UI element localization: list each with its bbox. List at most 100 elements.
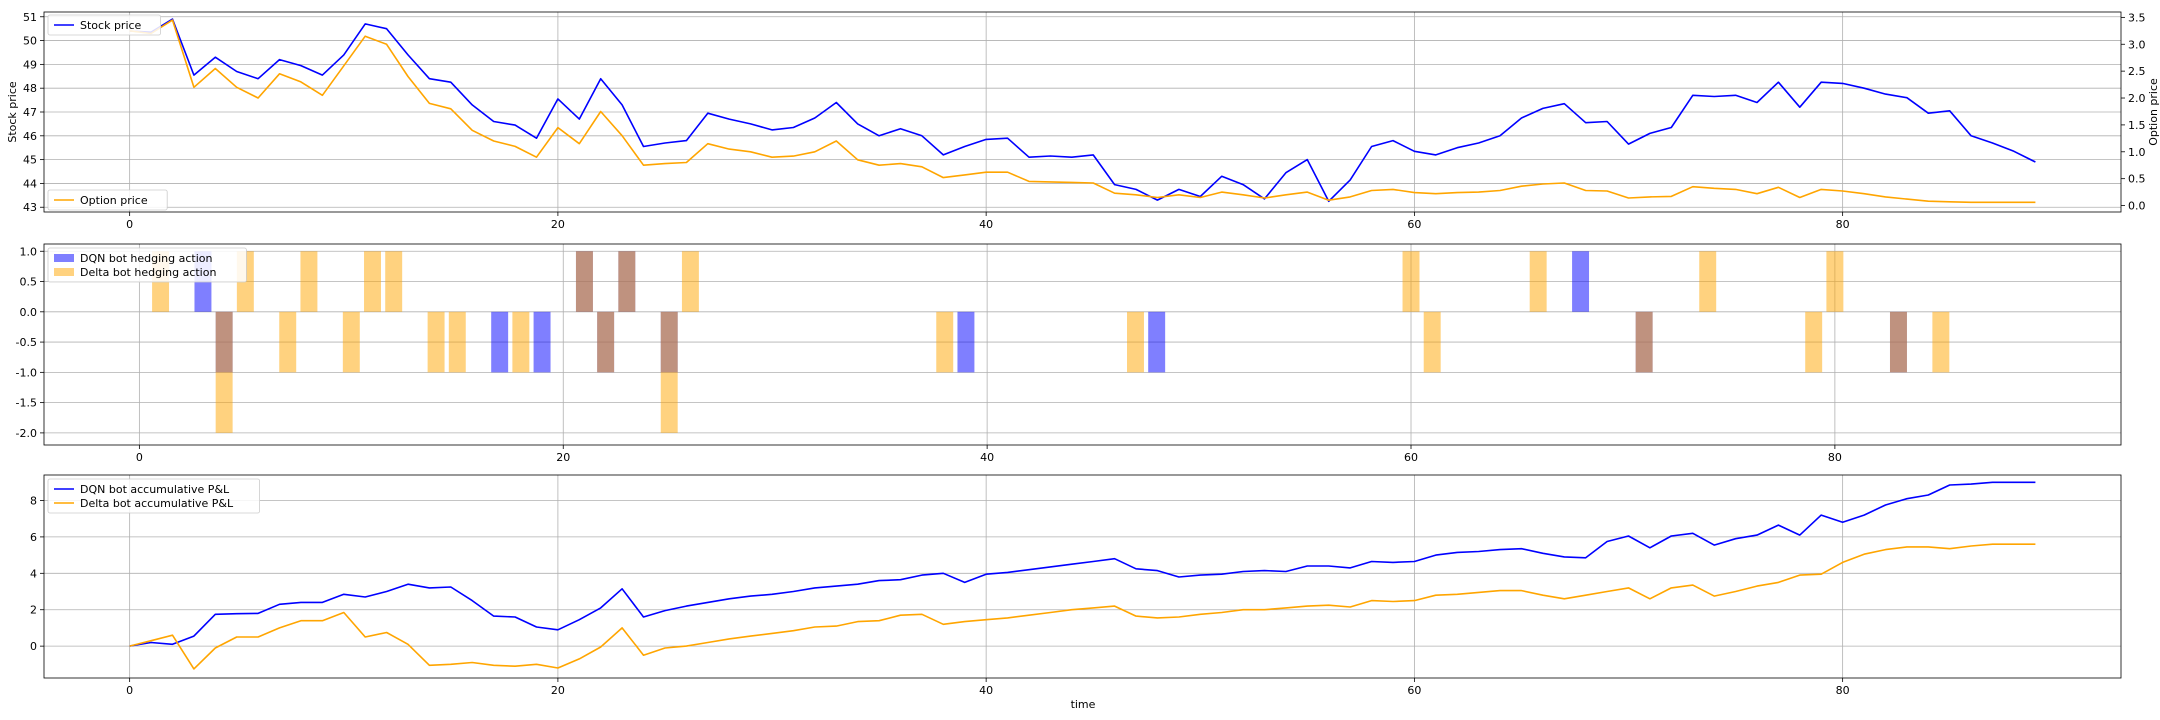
bar-delta-bot-hedging-action xyxy=(936,311,954,373)
bar-delta-bot-hedging-action xyxy=(342,311,360,373)
axes-frame xyxy=(43,474,2122,679)
x-tick-label: 60 xyxy=(1404,451,1418,464)
y-tick-label: 43 xyxy=(23,201,37,214)
x-tick-label: 20 xyxy=(556,451,570,464)
bar-dqn-bot-hedging-action xyxy=(1148,311,1166,373)
x-tick-label: 20 xyxy=(551,218,565,231)
bar-delta-bot-hedging-action xyxy=(300,251,318,312)
bar-dqn-bot-hedging-action xyxy=(957,311,975,373)
bar-delta-bot-hedging-action xyxy=(681,251,699,312)
series-line-dqn-bot-accumulative-p-l xyxy=(129,481,2036,647)
legend-label: DQN bot accumulative P&L xyxy=(80,483,230,496)
x-tick-label: 0 xyxy=(126,684,133,697)
bar-delta-bot-hedging-action xyxy=(1529,251,1547,312)
legend-swatch xyxy=(54,254,74,262)
y-tick-label: -0.5 xyxy=(16,336,37,349)
x-tick-label: 60 xyxy=(1407,218,1421,231)
hedging-action-panel: 0 20 40 60 80 -2.0 -1.5 -1.0 -0.5 0.0 0.5 1.0 DQN bo… xyxy=(16,243,2122,464)
x-tick-label: 80 xyxy=(1828,451,1842,464)
series-line-delta-bot-accumulative-p-l xyxy=(129,543,2036,670)
legend-box xyxy=(47,189,168,211)
x-tick-label: 0 xyxy=(136,451,143,464)
x-tick-label: 80 xyxy=(1836,218,1850,231)
bar-dqn-bot-hedging-action xyxy=(533,311,551,373)
legend-box xyxy=(47,478,261,514)
bar-delta-bot-hedging-action xyxy=(618,251,636,312)
bar-delta-bot-hedging-action xyxy=(575,251,593,312)
legend-label: DQN bot hedging action xyxy=(80,252,212,265)
x-tick-label: 40 xyxy=(980,451,994,464)
y2-tick-label: 0.5 xyxy=(2128,173,2146,186)
legend-label: Delta bot accumulative P&L xyxy=(80,497,234,510)
legend-box xyxy=(47,14,161,36)
x-tick-label: 40 xyxy=(979,684,993,697)
y-tick-label: 50 xyxy=(23,35,37,48)
y-tick-label: -1.0 xyxy=(16,366,37,379)
y2-tick-label: 3.5 xyxy=(2128,11,2146,24)
y-tick-label: 45 xyxy=(23,154,37,167)
y-tick-label: 4 xyxy=(30,567,37,580)
stock-option-price-panel: 0 20 40 60 80 43 44 45 46 47 48 49 50 51 0.0 0.5 1.0 1.5 2… xyxy=(6,11,2160,231)
bar-delta-bot-hedging-action xyxy=(1699,251,1717,312)
y2-tick-label: 0.0 xyxy=(2128,200,2146,213)
bar-delta-bot-hedging-action xyxy=(279,311,297,373)
y-tick-label: -1.5 xyxy=(16,397,37,410)
bar-delta-bot-hedging-action xyxy=(512,311,530,373)
y-tick-label: 46 xyxy=(23,130,37,143)
bar-delta-bot-hedging-action xyxy=(364,251,381,312)
bar-delta-bot-hedging-action xyxy=(1127,311,1144,373)
axes-frame xyxy=(43,11,2122,213)
accumulative-pnl-panel: 0 20 40 60 80 0 2 4 6 8 DQN bot accumulative P&LDe… xyxy=(30,474,2122,697)
x-tick-label: 80 xyxy=(1836,684,1850,697)
x-tick-label: 0 xyxy=(126,218,133,231)
y-axis-label: Stock price xyxy=(6,81,19,143)
series-line-option-price xyxy=(129,19,2036,204)
y-tick-label: 8 xyxy=(30,494,37,507)
legend-box xyxy=(47,247,247,283)
axes-frame xyxy=(43,243,2122,446)
y-tick-label: 1.0 xyxy=(20,245,38,258)
y2-axis-label: Option price xyxy=(2147,78,2160,146)
series-line-stock-price xyxy=(129,18,2036,203)
y-tick-label: 49 xyxy=(23,58,37,71)
y-tick-label: 44 xyxy=(23,177,37,190)
y-tick-label: 48 xyxy=(23,82,37,95)
legend-label: Option price xyxy=(80,194,148,207)
bar-delta-bot-hedging-action xyxy=(215,311,233,433)
legend-label: Delta bot hedging action xyxy=(80,266,216,279)
bar-delta-bot-hedging-action xyxy=(1889,311,1907,373)
y2-tick-label: 1.0 xyxy=(2128,146,2146,159)
x-tick-label: 20 xyxy=(551,684,565,697)
bar-delta-bot-hedging-action xyxy=(1805,311,1823,373)
y2-tick-label: 2.5 xyxy=(2128,65,2146,78)
y2-tick-label: 3.0 xyxy=(2128,38,2146,51)
bar-dqn-bot-hedging-action xyxy=(1572,251,1590,312)
legend-swatch xyxy=(54,268,74,276)
bar-delta-bot-hedging-action xyxy=(1423,311,1441,373)
y-tick-label: 6 xyxy=(30,531,37,544)
bar-delta-bot-hedging-action xyxy=(448,311,466,373)
bar-delta-bot-hedging-action xyxy=(385,251,403,312)
bar-delta-bot-hedging-action xyxy=(1402,251,1420,312)
y-tick-label: 51 xyxy=(23,11,37,24)
y2-tick-label: 1.5 xyxy=(2128,119,2146,132)
bar-delta-bot-hedging-action xyxy=(1635,311,1653,373)
legend-label: Stock price xyxy=(80,19,142,32)
y2-tick-label: 2.0 xyxy=(2128,92,2146,105)
bar-delta-bot-hedging-action xyxy=(1826,251,1844,312)
y-tick-label: 0 xyxy=(30,640,37,653)
y-tick-label: 0.0 xyxy=(20,306,38,319)
x-axis-label: time xyxy=(1071,698,1096,711)
bar-delta-bot-hedging-action xyxy=(660,311,678,433)
bar-delta-bot-hedging-action xyxy=(597,311,615,373)
bar-delta-bot-hedging-action xyxy=(1932,311,1950,373)
y-tick-label: 0.5 xyxy=(20,276,38,289)
x-tick-label: 60 xyxy=(1407,684,1421,697)
x-tick-label: 40 xyxy=(979,218,993,231)
y-tick-label: -2.0 xyxy=(16,427,37,440)
bar-delta-bot-hedging-action xyxy=(427,311,445,373)
y-tick-label: 47 xyxy=(23,106,37,119)
y-tick-label: 2 xyxy=(30,604,37,617)
bar-dqn-bot-hedging-action xyxy=(491,311,509,373)
